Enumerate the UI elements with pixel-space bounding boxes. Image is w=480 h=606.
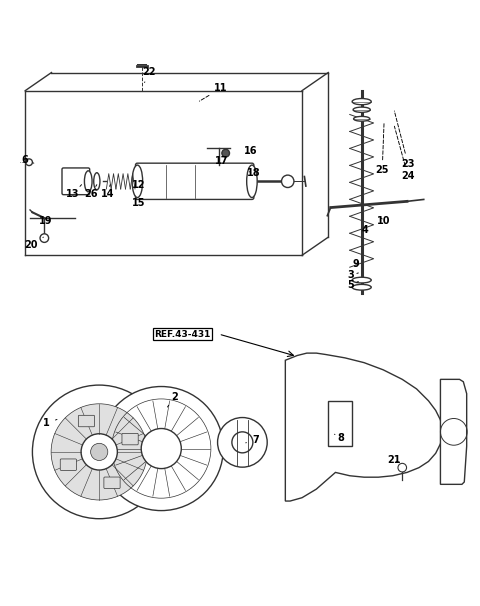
Ellipse shape xyxy=(132,165,143,198)
Text: 21: 21 xyxy=(387,456,400,465)
Text: 6: 6 xyxy=(21,155,34,165)
Polygon shape xyxy=(441,379,467,484)
Circle shape xyxy=(232,432,253,453)
FancyBboxPatch shape xyxy=(62,168,90,195)
Ellipse shape xyxy=(352,99,371,105)
Text: 14: 14 xyxy=(101,185,114,199)
Circle shape xyxy=(99,387,223,511)
Ellipse shape xyxy=(352,284,371,290)
Circle shape xyxy=(222,149,229,157)
Circle shape xyxy=(281,175,294,187)
Text: 16: 16 xyxy=(244,146,257,156)
Text: 9: 9 xyxy=(352,259,359,269)
Polygon shape xyxy=(285,353,443,501)
FancyBboxPatch shape xyxy=(135,163,254,199)
Circle shape xyxy=(141,428,181,468)
Polygon shape xyxy=(328,401,352,446)
FancyBboxPatch shape xyxy=(104,477,120,488)
FancyBboxPatch shape xyxy=(122,433,138,445)
Circle shape xyxy=(40,234,48,242)
Circle shape xyxy=(398,464,407,472)
Ellipse shape xyxy=(94,173,100,190)
Ellipse shape xyxy=(352,277,371,283)
Circle shape xyxy=(91,444,108,461)
Text: 3: 3 xyxy=(348,270,359,281)
Circle shape xyxy=(81,434,117,470)
Text: 22: 22 xyxy=(143,67,156,82)
Text: 17: 17 xyxy=(215,156,228,166)
Text: REF.43-431: REF.43-431 xyxy=(155,330,211,339)
Text: 4: 4 xyxy=(361,225,369,236)
Text: 20: 20 xyxy=(24,237,43,250)
Circle shape xyxy=(51,404,147,500)
Text: 19: 19 xyxy=(38,216,52,226)
Circle shape xyxy=(33,385,166,519)
Ellipse shape xyxy=(353,107,370,112)
Text: 11: 11 xyxy=(199,83,228,101)
Text: 10: 10 xyxy=(377,216,391,226)
FancyBboxPatch shape xyxy=(60,459,76,470)
Ellipse shape xyxy=(247,165,257,198)
Text: 2: 2 xyxy=(168,393,178,407)
Text: 26: 26 xyxy=(84,185,98,199)
Ellipse shape xyxy=(354,116,370,121)
Text: 8: 8 xyxy=(335,433,345,442)
Text: 5: 5 xyxy=(348,280,359,290)
Text: 23: 23 xyxy=(395,111,415,168)
Text: 24: 24 xyxy=(395,126,415,181)
Text: 12: 12 xyxy=(132,179,145,190)
Text: 18: 18 xyxy=(247,168,260,178)
Ellipse shape xyxy=(84,171,92,192)
FancyBboxPatch shape xyxy=(78,415,95,427)
Text: 7: 7 xyxy=(246,436,259,445)
Text: 25: 25 xyxy=(375,124,389,175)
Text: 1: 1 xyxy=(43,418,57,428)
Text: 13: 13 xyxy=(66,185,82,199)
Circle shape xyxy=(217,418,267,467)
Circle shape xyxy=(26,159,33,165)
Text: 15: 15 xyxy=(132,198,145,208)
